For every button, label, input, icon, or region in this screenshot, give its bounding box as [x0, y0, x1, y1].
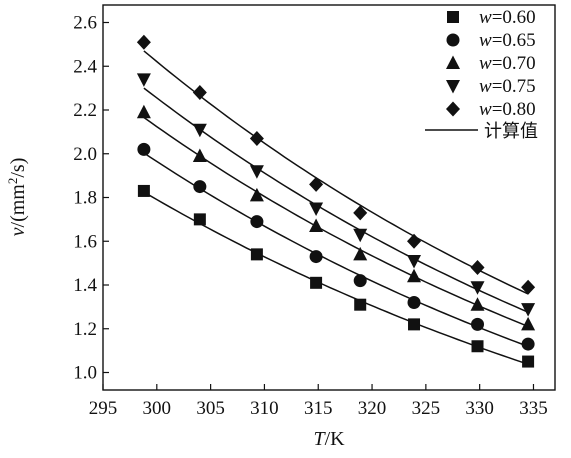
data-point-circle [521, 337, 535, 351]
data-point-square [408, 318, 421, 331]
data-point-triangle-up [249, 187, 264, 202]
data-points [136, 34, 536, 368]
data-point-circle [309, 250, 323, 264]
legend-label: w=0.60 [479, 7, 536, 28]
y-tick-label: 1.6 [73, 231, 97, 252]
x-tick-label: 310 [250, 398, 279, 419]
data-point-triangle-up [521, 316, 536, 331]
fit-curve [143, 191, 529, 365]
data-point-triangle-up [470, 297, 485, 311]
data-point-diamond [136, 34, 151, 50]
data-point-circle [250, 215, 264, 229]
data-point-square [310, 276, 323, 289]
y-axis-label: v/(mm2/s) [5, 158, 29, 237]
legend-label: w=0.70 [479, 53, 536, 74]
x-tick-label: 315 [304, 398, 333, 419]
data-point-square [354, 298, 367, 311]
data-point-triangle-up [353, 246, 368, 261]
fit-curve [143, 87, 529, 313]
data-point-diamond [521, 279, 536, 295]
data-point-diamond [470, 260, 485, 275]
y-tick-label: 2.6 [73, 13, 97, 34]
data-point-square [137, 184, 150, 197]
x-tick-label: 330 [465, 398, 494, 419]
fit-curves [143, 50, 529, 365]
data-point-triangle-up [192, 148, 207, 162]
legend-label: w=0.75 [479, 76, 536, 97]
fit-curve [143, 50, 529, 295]
data-point-triangle-down [309, 202, 324, 216]
x-tick-label: 300 [143, 398, 172, 419]
y-tick-label: 2.4 [73, 56, 97, 77]
data-point-diamond [309, 176, 324, 192]
legend-marker-square [447, 11, 459, 23]
y-tick-label: 1.4 [73, 275, 97, 296]
legend-label-fit: 计算值 [484, 121, 538, 142]
data-point-diamond [353, 205, 368, 221]
data-point-triangle-down [353, 228, 368, 243]
x-tick-label: 305 [196, 398, 225, 419]
y-tick-label: 2.0 [73, 144, 97, 165]
data-point-triangle-up [309, 218, 324, 232]
data-point-circle [471, 317, 485, 331]
data-point-diamond [192, 85, 207, 100]
data-point-circle [353, 274, 367, 288]
x-tick-labels: 295 300 305 310 315 320 325 330 335 [89, 398, 548, 419]
legend-marker-diamond [446, 101, 460, 117]
x-axis-label: T/K [313, 428, 345, 450]
y-tick-label: 1.2 [73, 319, 97, 340]
data-point-square [193, 213, 206, 226]
x-tick-label: 335 [519, 398, 548, 419]
y-tick-label: 1.8 [73, 188, 97, 209]
x-tick-label: 295 [89, 398, 118, 419]
data-point-square [522, 355, 535, 368]
data-point-circle [193, 180, 207, 194]
data-point-diamond [407, 233, 422, 249]
data-point-triangle-down [192, 123, 207, 138]
legend-marker-triangle-up [446, 55, 460, 69]
legend-marker-circle [446, 33, 460, 47]
y-tick-label: 2.2 [73, 100, 97, 121]
data-point-circle [407, 296, 421, 309]
y-tick-labels: 1.0 1.2 1.4 1.6 1.8 2.0 2.2 2.4 2.6 [73, 13, 97, 384]
legend-label: w=0.65 [479, 30, 536, 51]
data-point-square [250, 248, 263, 261]
data-point-triangle-down [136, 73, 151, 87]
data-point-circle [137, 142, 151, 156]
data-point-square [471, 340, 484, 353]
data-point-triangle-up [136, 104, 151, 119]
fit-curve [143, 152, 529, 348]
x-tick-label: 325 [412, 398, 441, 419]
data-point-triangle-down [470, 281, 485, 295]
data-point-triangle-up [407, 268, 422, 283]
fit-curve [143, 116, 529, 328]
data-point-triangle-down [249, 165, 264, 179]
legend-marker-triangle-down [446, 80, 460, 94]
data-point-triangle-down [521, 303, 536, 317]
data-point-diamond [249, 130, 264, 146]
x-tick-label: 320 [358, 398, 387, 419]
legend-label: w=0.80 [479, 99, 536, 120]
axis-ticks [102, 21, 535, 390]
data-point-triangle-down [407, 254, 422, 269]
y-tick-label: 1.0 [73, 363, 97, 384]
